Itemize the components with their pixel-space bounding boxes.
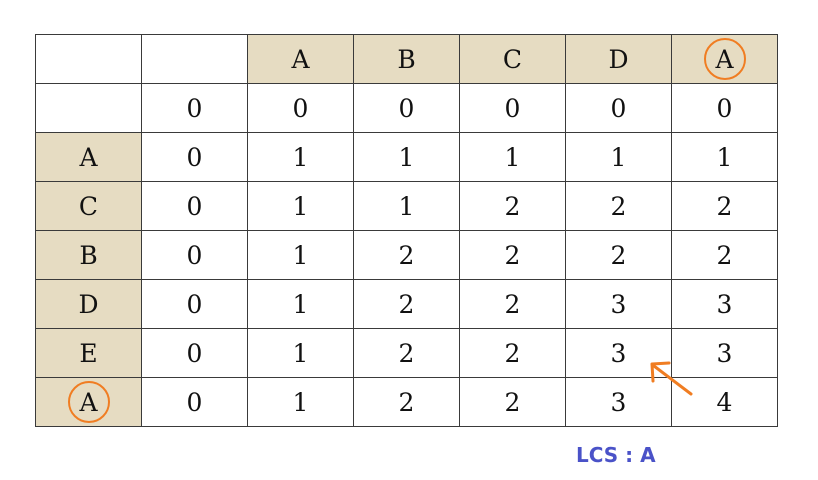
- row-header-cell: D: [35, 279, 142, 329]
- row-header-cell: B: [35, 230, 142, 280]
- value-cell: 2: [459, 328, 566, 378]
- value-cell: 1: [671, 132, 778, 182]
- circle-highlight: [703, 38, 746, 80]
- value-cell: 3: [565, 279, 672, 329]
- column-header-cell: C: [459, 34, 566, 84]
- value-cell: 3: [565, 377, 672, 427]
- row-header-cell: [35, 83, 142, 133]
- value-cell: 1: [353, 181, 460, 231]
- value-cell: 2: [353, 377, 460, 427]
- value-cell: 2: [353, 328, 460, 378]
- value-cell: 3: [671, 279, 778, 329]
- value-cell: 2: [565, 230, 672, 280]
- value-cell: 1: [459, 132, 566, 182]
- value-cell: 1: [247, 230, 354, 280]
- value-cell: 2: [671, 230, 778, 280]
- value-cell: 2: [459, 181, 566, 231]
- column-header-cell: A: [671, 34, 778, 84]
- value-cell: 0: [141, 377, 248, 427]
- value-cell: 2: [565, 181, 672, 231]
- value-cell: 2: [353, 230, 460, 280]
- value-cell: 2: [459, 377, 566, 427]
- column-header-cell: [35, 34, 142, 84]
- column-header-cell: D: [565, 34, 672, 84]
- value-cell: 0: [247, 83, 354, 133]
- arrow-icon: [650, 361, 693, 396]
- column-header-cell: [141, 34, 248, 84]
- value-cell: 2: [459, 230, 566, 280]
- value-cell: 0: [141, 230, 248, 280]
- value-cell: 1: [247, 377, 354, 427]
- value-cell: 0: [141, 328, 248, 378]
- value-cell: 1: [247, 279, 354, 329]
- row-header-cell: A: [35, 132, 142, 182]
- value-cell: 0: [353, 83, 460, 133]
- value-cell: 1: [353, 132, 460, 182]
- row-header-cell: C: [35, 181, 142, 231]
- value-cell: 0: [141, 181, 248, 231]
- lcs-result: LCS : A: [576, 443, 656, 467]
- value-cell: 0: [141, 132, 248, 182]
- value-cell: 1: [565, 132, 672, 182]
- value-cell: 2: [459, 279, 566, 329]
- value-cell: 0: [141, 83, 248, 133]
- column-header-cell: B: [353, 34, 460, 84]
- value-cell: 0: [671, 83, 778, 133]
- column-header-cell: A: [247, 34, 354, 84]
- value-cell: 1: [247, 132, 354, 182]
- value-cell: 0: [141, 279, 248, 329]
- value-cell: 4: [671, 377, 778, 427]
- value-cell: 2: [353, 279, 460, 329]
- value-cell: 3: [671, 328, 778, 378]
- circle-highlight: [67, 381, 110, 423]
- value-cell: 1: [247, 181, 354, 231]
- row-header-cell: A: [35, 377, 142, 427]
- value-cell: 2: [671, 181, 778, 231]
- row-header-cell: E: [35, 328, 142, 378]
- value-cell: 3: [565, 328, 672, 378]
- value-cell: 0: [459, 83, 566, 133]
- value-cell: 1: [247, 328, 354, 378]
- value-cell: 0: [565, 83, 672, 133]
